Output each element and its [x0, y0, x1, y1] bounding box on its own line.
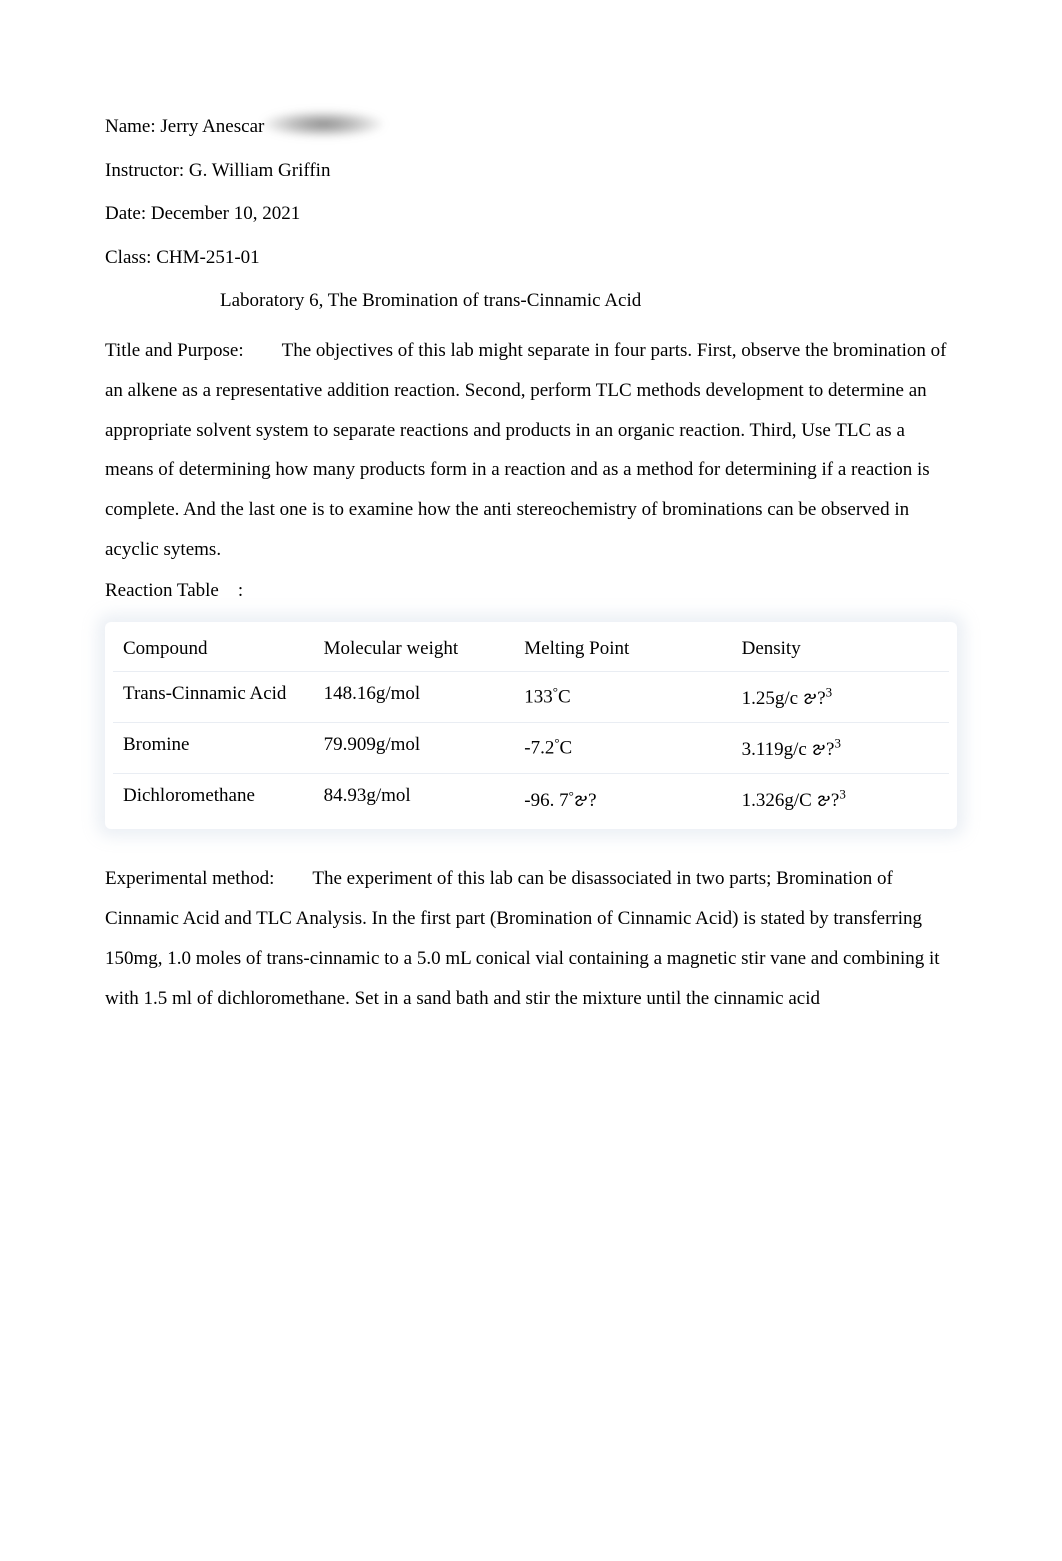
date-line: Date: December 10, 2021: [105, 202, 957, 227]
density-value: 1.25g/c: [742, 688, 798, 709]
cell-mw: 79.909g/mol: [314, 722, 515, 773]
title-purpose-text: The objectives of this lab might separat…: [105, 340, 946, 560]
density-value: 1.326g/C: [742, 790, 812, 811]
sup-3: 3: [839, 787, 846, 802]
class-line: Class: CHM-251-01: [105, 246, 957, 271]
cell-density: 1.25g/c 𑄐?3: [732, 671, 949, 722]
header-compound: Compound: [113, 627, 314, 671]
class-label: Class:: [105, 247, 151, 268]
table-row: Trans-Cinnamic Acid 148.16g/mol 133°C 1.…: [113, 671, 949, 722]
name-line: Name: Jerry Anescar: [105, 115, 957, 140]
reaction-table-container: Compound Molecular weight Melting Point …: [105, 622, 957, 829]
header-density: Density: [732, 627, 949, 671]
mp-unit: C: [558, 686, 571, 707]
header-mw: Molecular weight: [314, 627, 515, 671]
header-mp: Melting Point: [514, 627, 731, 671]
mp-unit: 𑄐?: [574, 790, 597, 811]
mp-value: -7.2: [524, 737, 554, 758]
mp-unit: C: [560, 737, 573, 758]
table-header-row: Compound Molecular weight Melting Point …: [113, 627, 949, 671]
sup-3: 3: [834, 736, 841, 751]
title-purpose-label: Title and Purpose:: [105, 340, 244, 361]
density-unit: 𑄐?: [803, 688, 826, 709]
experimental-method-label: Experimental method:: [105, 868, 274, 889]
name-label: Name:: [105, 116, 156, 137]
reaction-table: Compound Molecular weight Melting Point …: [113, 627, 949, 824]
reaction-table-label: Reaction Table :: [105, 580, 957, 602]
instructor-label: Instructor:: [105, 160, 184, 181]
cell-compound: Bromine: [113, 722, 314, 773]
title-purpose-section: Title and Purpose:The objectives of this…: [105, 331, 957, 570]
name-value: Jerry Anescar: [160, 116, 264, 137]
sup-3: 3: [826, 685, 833, 700]
degree-symbol: °: [569, 788, 574, 803]
mp-value: 133: [524, 686, 553, 707]
class-value: CHM-251-01: [156, 247, 259, 268]
degree-symbol: °: [553, 684, 558, 699]
cell-compound: Dichloromethane: [113, 773, 314, 824]
instructor-value: G. William Griffin: [189, 160, 331, 181]
experimental-method-text: The experiment of this lab can be disass…: [105, 868, 940, 1009]
density-unit: 𑄐?: [812, 739, 835, 760]
cell-mw: 84.93g/mol: [314, 773, 515, 824]
experimental-method-section: Experimental method:The experiment of th…: [105, 859, 957, 1019]
cell-mp: 133°C: [514, 671, 731, 722]
cell-mw: 148.16g/mol: [314, 671, 515, 722]
instructor-line: Instructor: G. William Griffin: [105, 159, 957, 184]
lab-title: Laboratory 6, The Bromination of trans-C…: [105, 290, 957, 312]
density-unit: 𑄐?: [817, 790, 840, 811]
cell-compound: Trans-Cinnamic Acid: [113, 671, 314, 722]
cell-mp: -7.2°C: [514, 722, 731, 773]
cell-mp: -96. 7°𑄐?: [514, 773, 731, 824]
table-row: Dichloromethane 84.93g/mol -96. 7°𑄐? 1.3…: [113, 773, 949, 824]
cell-density: 3.119g/c 𑄐?3: [732, 722, 949, 773]
cell-density: 1.326g/C 𑄐?3: [732, 773, 949, 824]
date-value: December 10, 2021: [151, 203, 300, 224]
blur-overlay: [263, 111, 383, 137]
degree-symbol: °: [554, 735, 559, 750]
mp-value: -96. 7: [524, 790, 568, 811]
table-row: Bromine 79.909g/mol -7.2°C 3.119g/c 𑄐?3: [113, 722, 949, 773]
date-label: Date:: [105, 203, 146, 224]
density-value: 3.119g/c: [742, 739, 807, 760]
